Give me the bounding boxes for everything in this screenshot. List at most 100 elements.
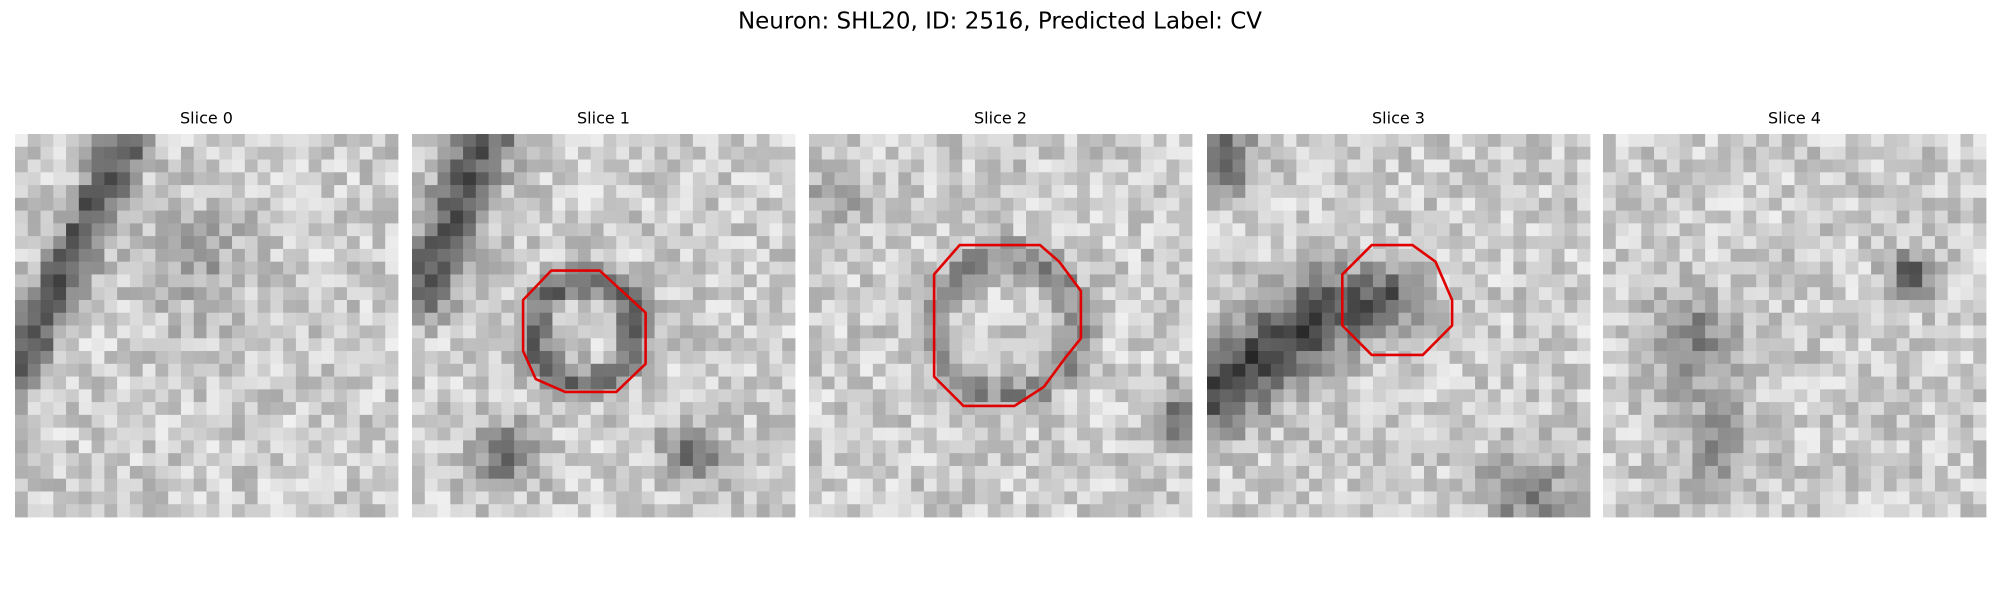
pixel — [1666, 261, 1680, 275]
pixel — [270, 134, 284, 148]
pixel — [219, 197, 233, 211]
pixel — [78, 274, 92, 288]
pixel — [1140, 389, 1155, 403]
pixel — [821, 491, 835, 505]
pixel — [283, 185, 297, 199]
pixel — [1140, 363, 1155, 377]
pixel — [705, 414, 719, 429]
pixel — [1973, 261, 1987, 275]
pixel — [1207, 146, 1221, 160]
pixel — [1845, 146, 1859, 160]
pixel — [860, 351, 874, 365]
pixel — [257, 414, 271, 429]
pixel — [731, 478, 745, 492]
pixel — [117, 478, 131, 492]
pixel — [1615, 223, 1629, 237]
pixel — [1372, 351, 1387, 365]
pixel — [40, 465, 54, 480]
pixel — [860, 338, 874, 352]
pixel — [1424, 236, 1438, 250]
pixel — [1922, 389, 1936, 403]
pixel — [949, 491, 963, 505]
pixel — [1051, 134, 1065, 148]
pixel — [1436, 402, 1450, 416]
pixel — [1360, 236, 1374, 250]
pixel — [756, 236, 770, 250]
pixel — [834, 134, 848, 148]
pixel — [104, 185, 118, 199]
pixel — [1334, 172, 1348, 186]
pixel — [450, 465, 464, 480]
pixel — [372, 351, 386, 365]
pixel — [974, 376, 989, 390]
pixel — [565, 478, 579, 492]
pixel — [1102, 146, 1116, 160]
pixel — [680, 414, 694, 429]
pixel — [911, 134, 925, 148]
pixel — [616, 197, 630, 211]
pixel — [552, 159, 566, 173]
pixel — [769, 402, 783, 416]
pixel — [53, 491, 67, 505]
pixel — [1603, 185, 1617, 199]
pixel — [219, 287, 233, 301]
pixel — [1128, 146, 1142, 160]
pixel — [974, 478, 989, 492]
pixel — [1679, 274, 1693, 288]
pixel — [1526, 223, 1540, 237]
pixel — [949, 453, 963, 467]
pixel — [463, 338, 477, 352]
pixel — [1000, 299, 1014, 314]
pixel — [718, 351, 732, 365]
pixel — [1768, 376, 1783, 390]
pixel — [1654, 491, 1668, 505]
pixel — [1026, 146, 1040, 160]
pixel — [1871, 159, 1885, 173]
pixel — [1258, 299, 1272, 314]
pixel — [308, 159, 322, 173]
pixel — [667, 223, 681, 237]
pixel — [590, 197, 604, 211]
pixel — [180, 465, 195, 480]
pixel — [219, 504, 233, 518]
pixel — [488, 414, 502, 429]
pixel — [53, 376, 67, 390]
pixel — [1258, 185, 1272, 199]
pixel — [1064, 478, 1078, 492]
pixel — [565, 146, 579, 160]
pixel — [1922, 504, 1936, 518]
pixel — [1153, 427, 1167, 441]
pixel — [219, 376, 233, 390]
pixel — [1768, 197, 1783, 211]
pixel — [193, 312, 207, 326]
pixel — [1128, 274, 1142, 288]
pixel — [270, 287, 284, 301]
pixel — [1372, 172, 1387, 186]
pixel — [1654, 274, 1668, 288]
pixel — [219, 465, 233, 480]
pixel — [680, 236, 694, 250]
pixel — [1064, 248, 1078, 263]
pixel — [1411, 414, 1425, 429]
pixel — [705, 427, 719, 441]
pixel — [692, 299, 707, 314]
pixel — [53, 197, 67, 211]
pixel — [283, 504, 297, 518]
pixel — [1922, 210, 1936, 224]
pixel — [898, 223, 912, 237]
pixel — [308, 210, 322, 224]
pixel — [1487, 261, 1502, 275]
pixel — [1385, 402, 1399, 416]
pixel — [654, 146, 668, 160]
pixel — [1743, 210, 1757, 224]
pixel — [1730, 146, 1744, 160]
pixel — [667, 478, 681, 492]
pixel — [475, 134, 489, 148]
pixel — [1245, 376, 1259, 390]
pixel — [1756, 287, 1770, 301]
pixel — [1538, 312, 1553, 326]
pixel — [692, 210, 707, 224]
pixel — [450, 248, 464, 263]
pixel — [641, 159, 655, 173]
pixel — [219, 491, 233, 505]
